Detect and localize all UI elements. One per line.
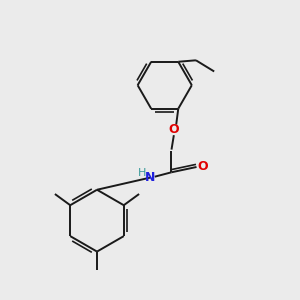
Text: H: H [138,169,146,178]
Text: N: N [145,171,155,184]
Text: O: O [198,160,208,173]
Text: O: O [169,123,179,136]
